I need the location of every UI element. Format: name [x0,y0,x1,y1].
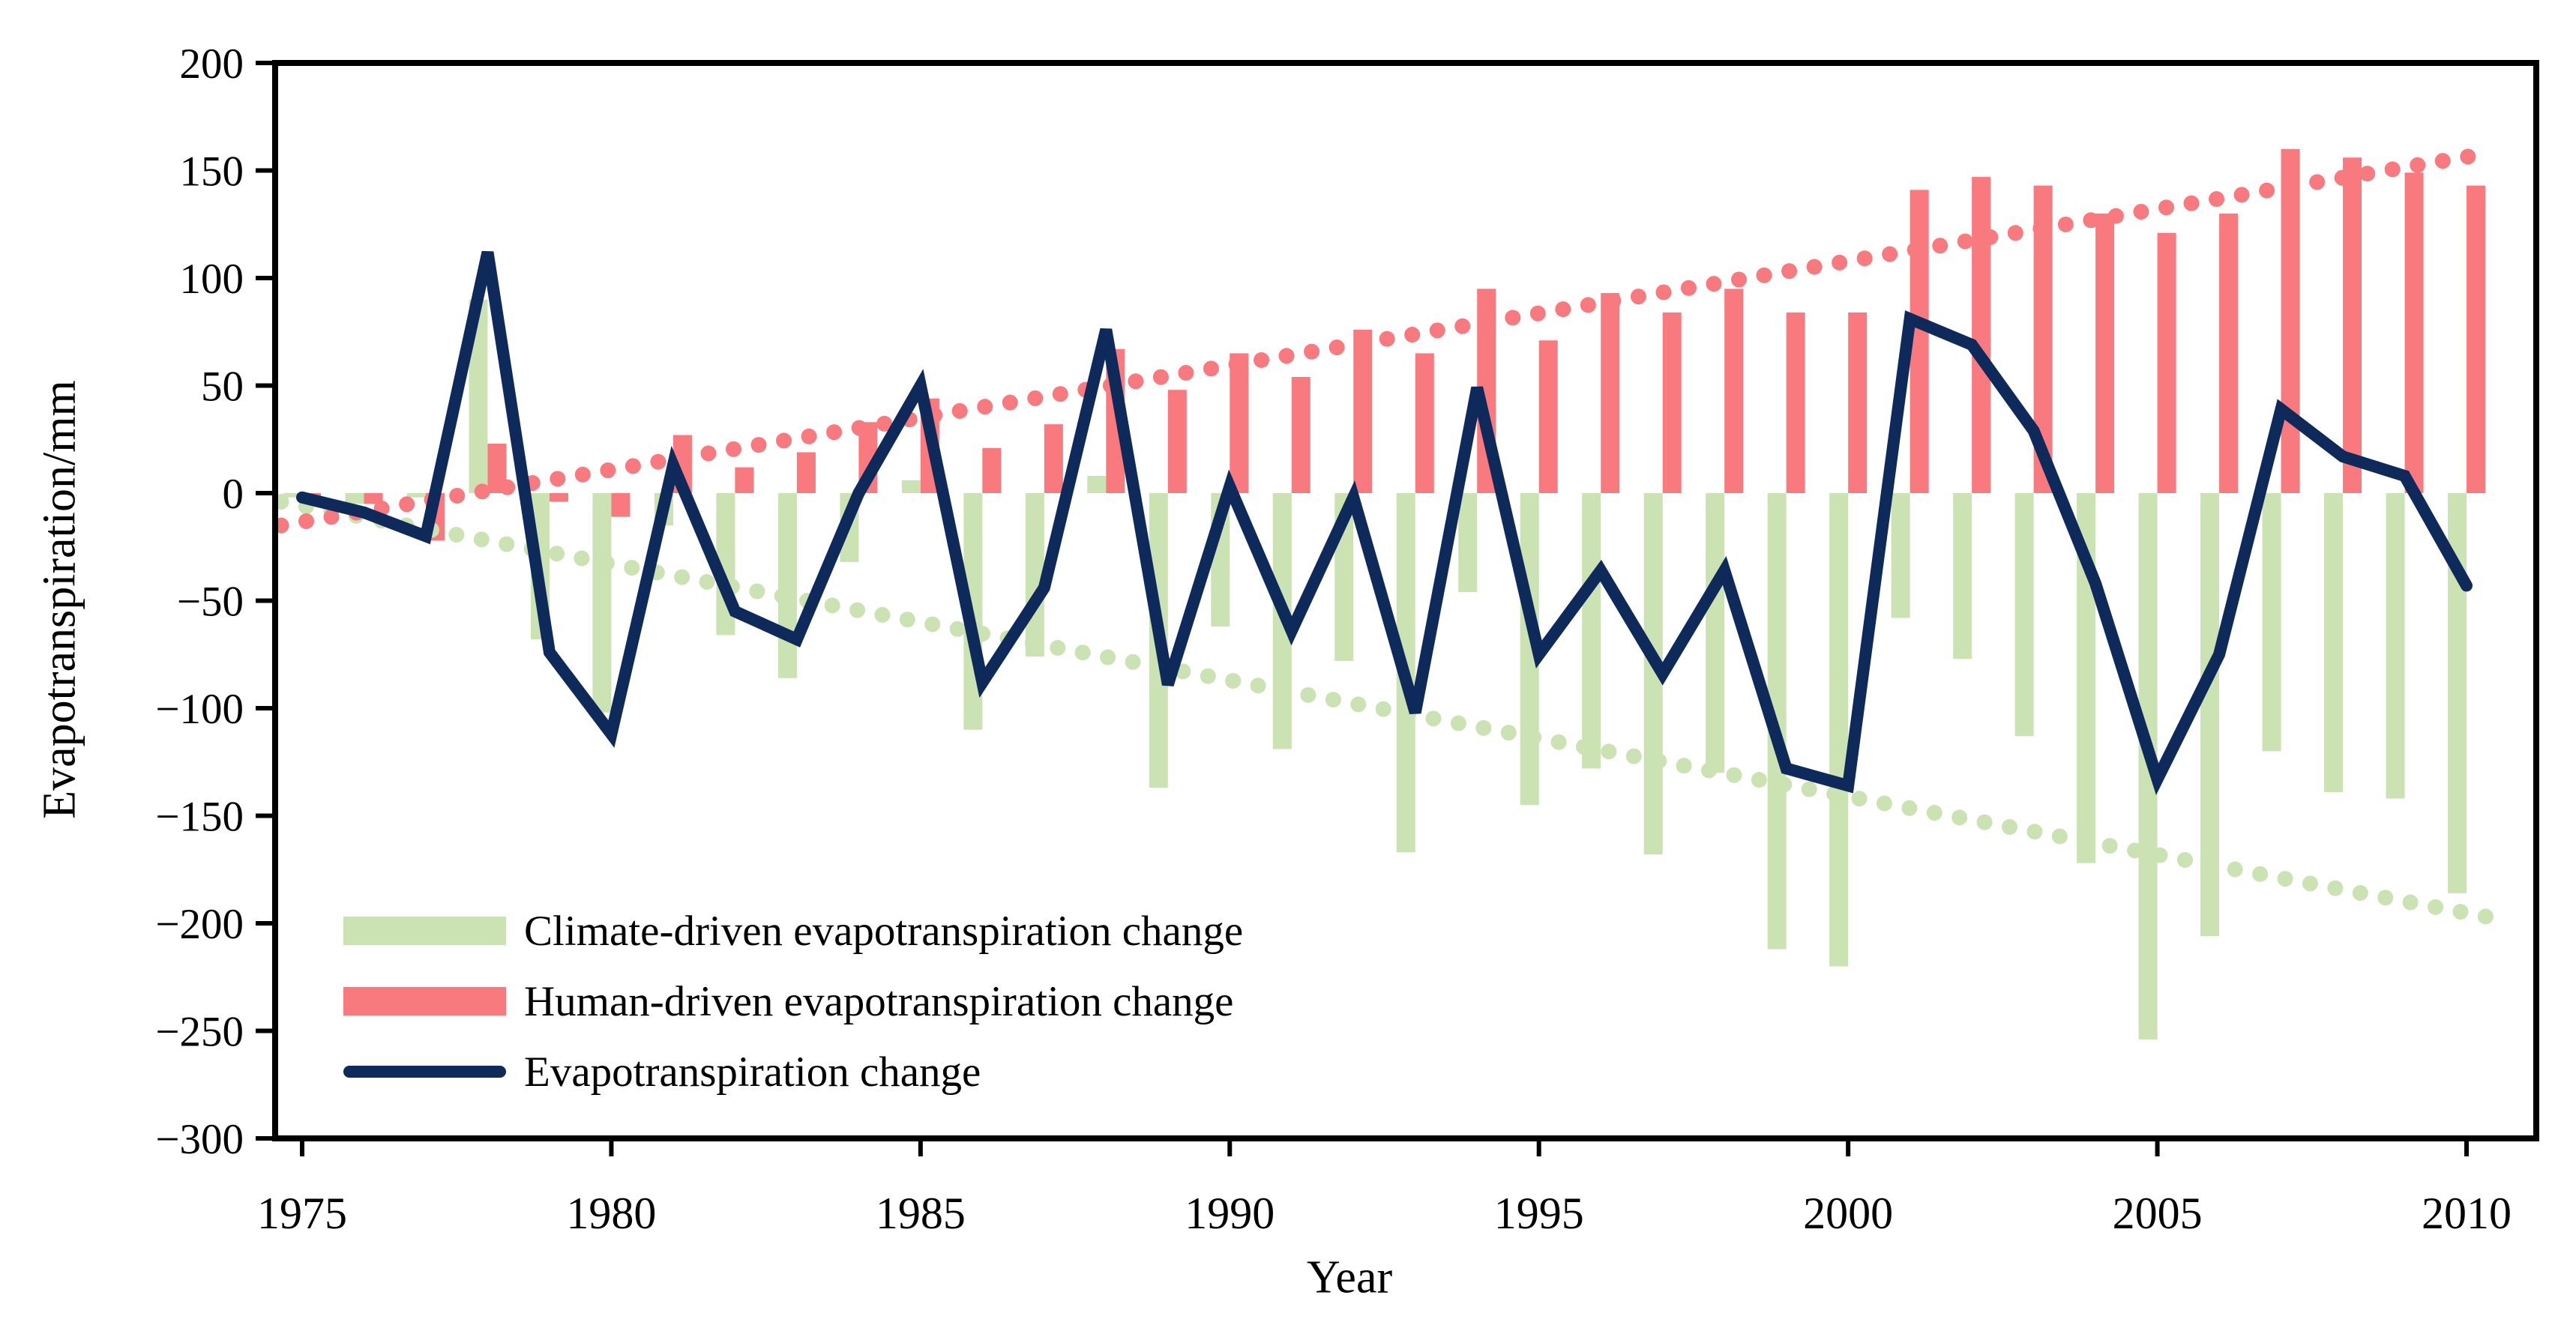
x-tick-label-1980: 1980 [566,1189,656,1238]
legend-item-human: Human-driven evapotranspiration change [343,966,1243,1036]
climate-swatch [343,917,506,945]
y-tick-label--300: −300 [155,1116,244,1163]
y-tick-label-50: 50 [201,363,244,411]
bar-climate-1996 [1582,493,1601,769]
bar-climate-1983 [777,493,797,678]
bar-climate-1988 [1087,476,1107,493]
bar-human-1982 [735,467,754,493]
bar-climate-1987 [1025,493,1044,657]
y-tick-label-200: 200 [180,40,244,88]
y-tick-label-150: 150 [180,148,244,196]
bar-climate-2001 [1891,493,1910,618]
bar-climate-2007 [2262,493,2281,752]
legend-label-total: Evapotranspiration change [524,1048,981,1096]
total-line-swatch [343,1066,506,1078]
bar-human-1999 [1786,312,1805,493]
legend-label-human: Human-driven evapotranspiration change [524,977,1234,1025]
human-trend-line [273,145,2496,534]
bar-human-1992 [1353,329,1373,493]
bar-human-1983 [796,452,816,493]
y-tick-label--250: −250 [155,1009,244,1056]
legend-item-climate: Climate-driven evapotranspiration change [343,896,1243,966]
climate-trend-line [273,493,2496,925]
bar-climate-1977 [406,493,426,498]
bar-human-1980 [611,493,631,517]
bar-human-2009 [2404,172,2424,493]
bar-climate-1976 [345,493,364,504]
bar-human-1997 [1662,312,1682,493]
y-tick-label--150: −150 [155,794,244,841]
bar-human-2004 [2095,213,2115,493]
x-axis-title: Year [1306,1252,1393,1303]
x-tick-label-2000: 2000 [1803,1189,1893,1238]
bar-human-1976 [364,493,383,504]
bar-climate-1994 [1458,493,1478,593]
bar-climate-2003 [2014,493,2034,737]
x-tick-label-2005: 2005 [2113,1189,2203,1238]
bar-climate-1975 [283,493,302,498]
bar-human-2006 [2219,213,2239,493]
y-tick-label--50: −50 [177,579,244,626]
y-axis-title: Evapotranspiration/mm [34,380,85,819]
bar-human-2005 [2157,232,2176,493]
y-tick-label-100: 100 [180,256,244,303]
bar-climate-1980 [592,493,612,713]
x-tick-label-1995: 1995 [1494,1189,1584,1238]
bar-human-1987 [1044,424,1063,493]
bar-human-2000 [1848,312,1868,493]
bar-human-1990 [1230,353,1249,493]
bar-human-2010 [2467,185,2486,493]
bar-human-1998 [1724,289,1744,493]
bar-climate-2008 [2324,493,2344,792]
bar-human-1993 [1415,353,1434,493]
bar-human-2002 [1972,177,1991,494]
bar-human-1986 [982,447,1002,493]
y-tick-label--100: −100 [155,686,244,733]
legend: Climate-driven evapotranspiration change… [343,896,1243,1107]
bar-climate-2002 [1953,493,1972,659]
bar-climate-1985 [901,480,921,493]
x-tick-label-1985: 1985 [876,1189,966,1238]
bar-climate-1998 [1706,493,1725,773]
bar-human-2007 [2281,148,2300,494]
y-tick-label--200: −200 [155,901,244,948]
human-swatch [343,987,506,1015]
evapotranspiration-change-line [296,250,2473,796]
x-tick-label-1975: 1975 [257,1189,347,1238]
legend-label-climate: Climate-driven evapotranspiration change [524,907,1244,955]
bar-human-1989 [1167,390,1187,493]
legend-item-total: Evapotranspiration change [343,1036,1243,1107]
x-tick-label-2010: 2010 [2422,1189,2512,1238]
x-tick-label-1990: 1990 [1185,1189,1275,1238]
bar-human-1979 [549,493,568,502]
bar-climate-2009 [2386,493,2405,799]
bar-human-1995 [1538,340,1558,493]
bar-human-1996 [1601,293,1620,493]
bar-climate-2000 [1829,493,1849,967]
bar-human-1991 [1291,377,1310,493]
y-tick-label-0: 0 [223,471,244,518]
bar-human-2008 [2343,157,2362,493]
bar-human-2001 [1910,190,1929,493]
